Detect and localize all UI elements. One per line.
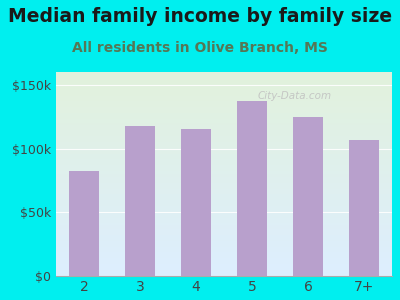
Text: All residents in Olive Branch, MS: All residents in Olive Branch, MS (72, 40, 328, 55)
Bar (181, 129, 212, 276)
Bar (69, 171, 100, 276)
Bar (237, 101, 268, 276)
Text: City-Data.com: City-Data.com (258, 92, 332, 101)
Text: Median family income by family size: Median family income by family size (8, 8, 392, 26)
Bar (125, 125, 155, 276)
Bar (348, 140, 379, 276)
Bar (293, 117, 324, 276)
